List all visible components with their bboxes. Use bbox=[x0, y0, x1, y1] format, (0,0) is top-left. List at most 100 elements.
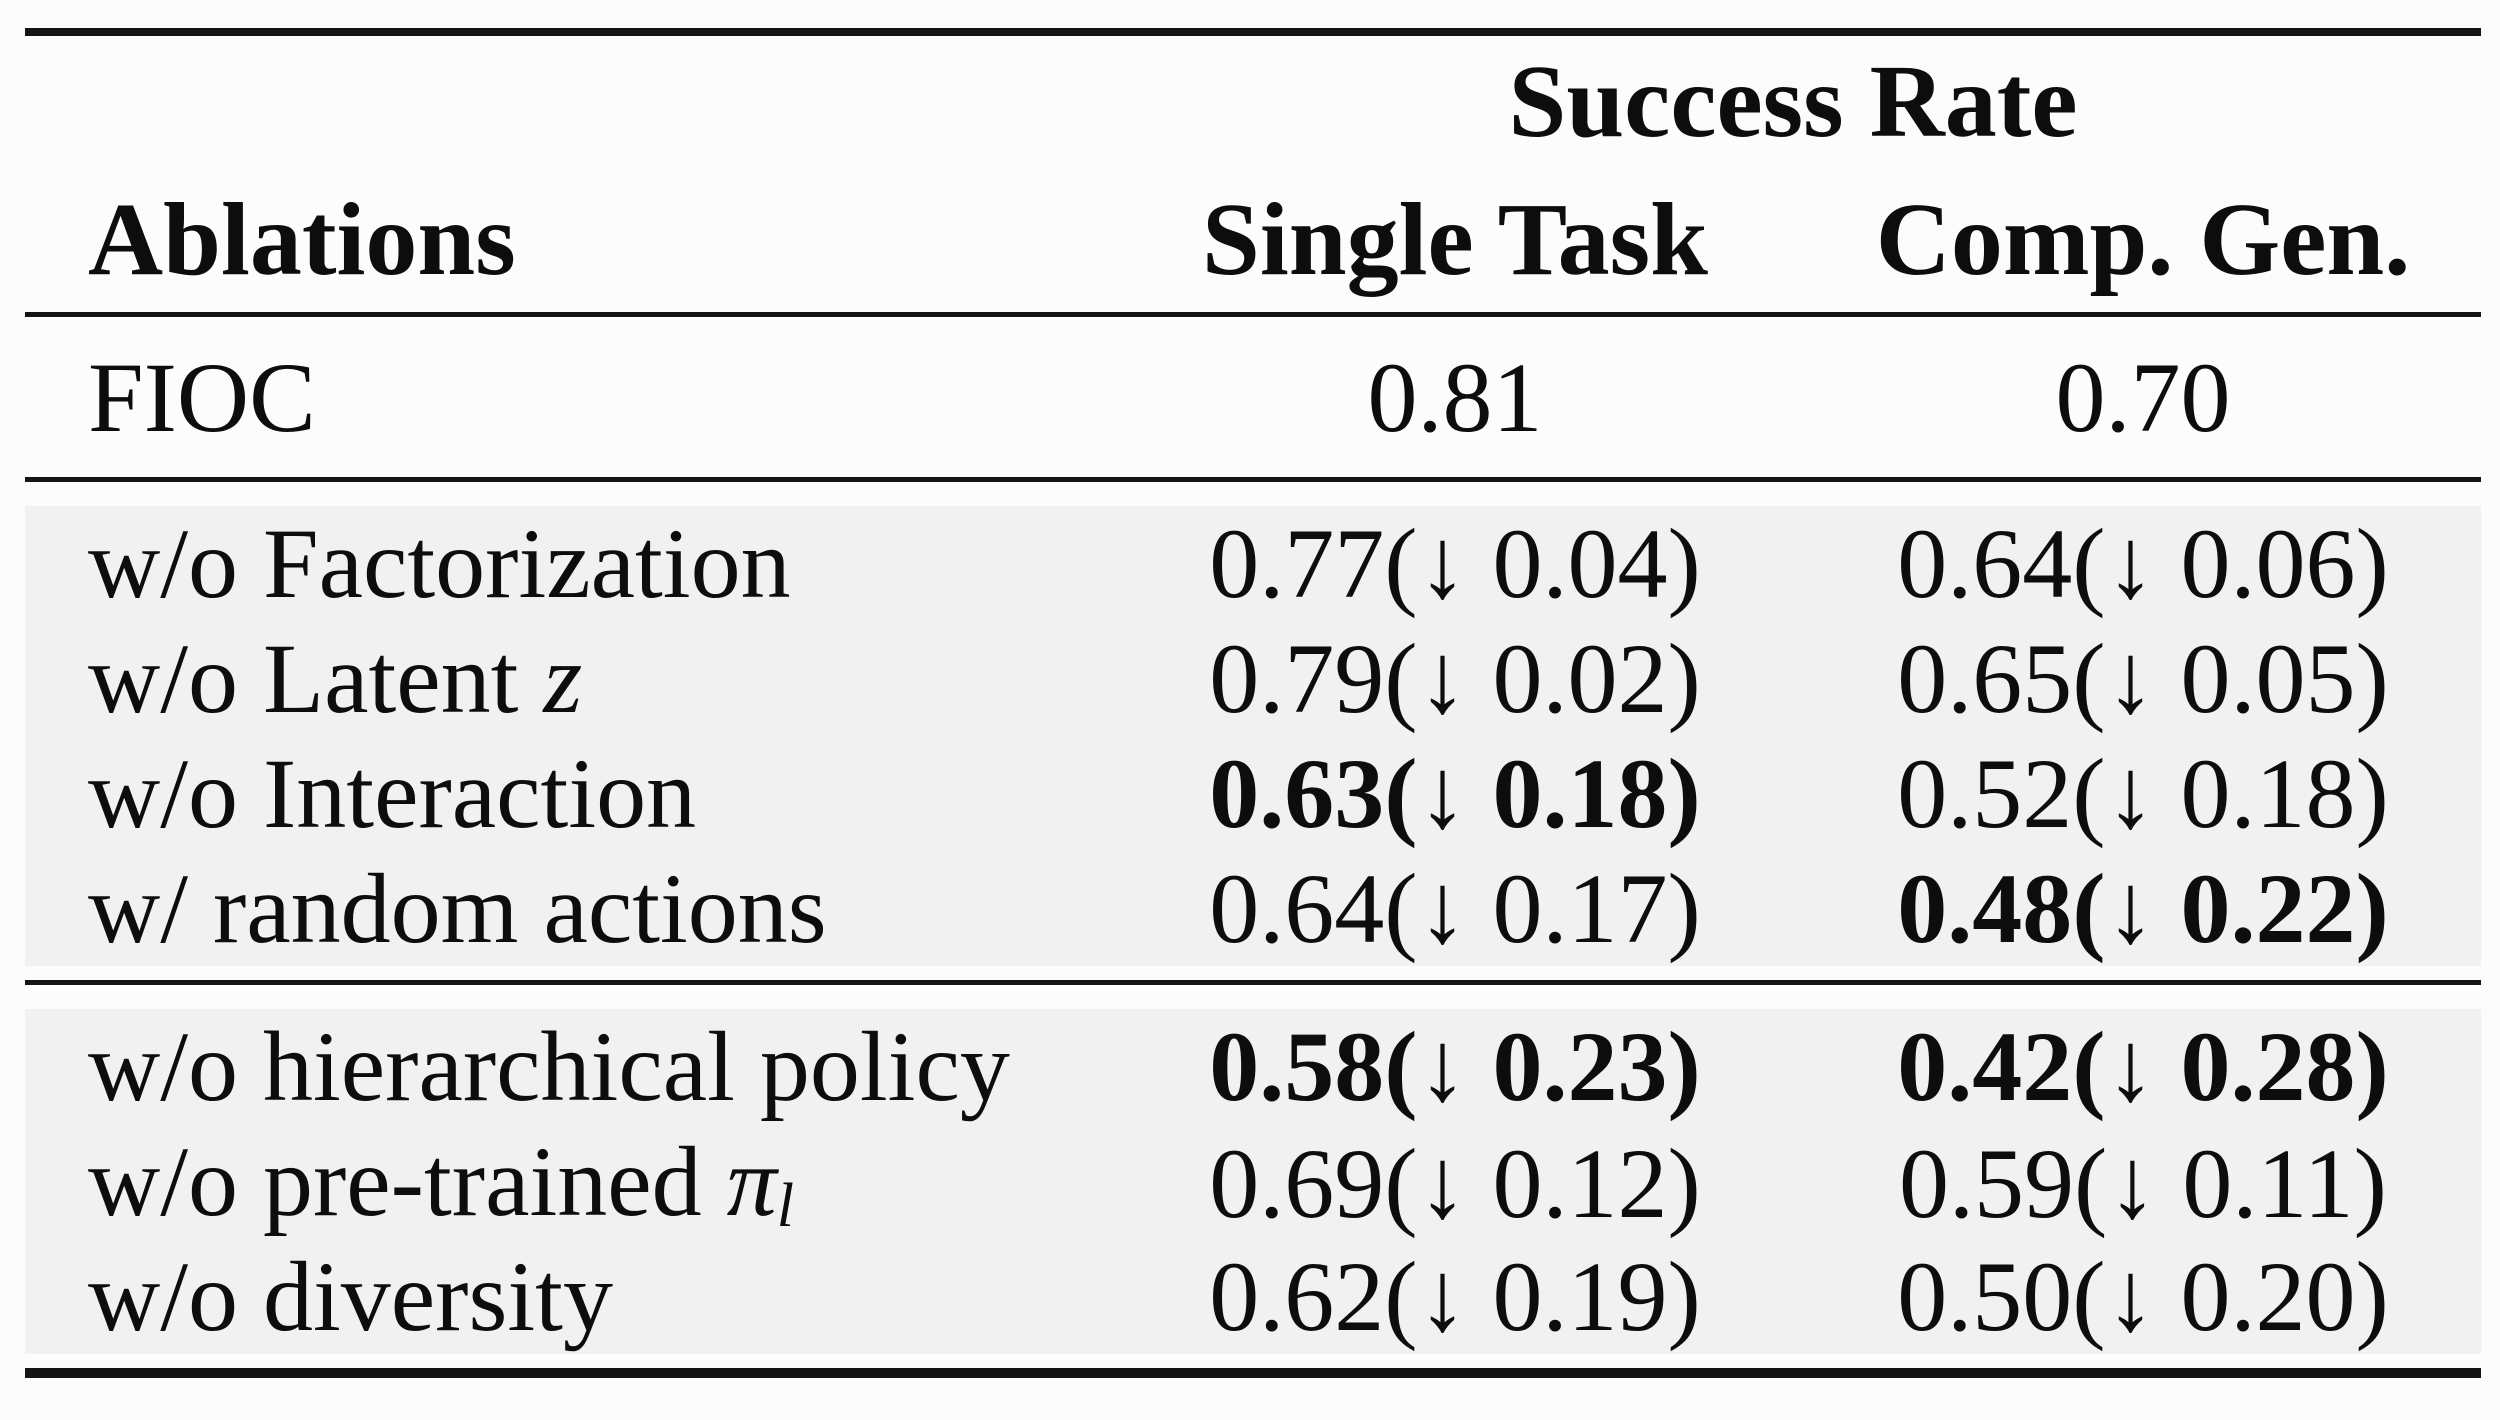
label-text: w/o Latent bbox=[88, 623, 544, 734]
table-header-row: Ablations Single Task Comp. Gen. bbox=[25, 166, 2481, 312]
success-rate-value: 0.52 bbox=[1897, 738, 2073, 849]
table-row: w/o Latent z 0.79(↓ 0.02) 0.65(↓ 0.05) bbox=[25, 621, 2481, 736]
down-arrow-icon: ↓ bbox=[2105, 508, 2156, 619]
success-rate-value: 0.50 bbox=[1897, 1241, 2073, 1352]
section-rule bbox=[25, 980, 2481, 985]
cell-single-task: 0.58(↓ 0.23) bbox=[1105, 1009, 1805, 1124]
delta-annotation: (↓ 0.12) bbox=[1384, 1127, 1701, 1239]
row-label: w/o hierarchical policy bbox=[25, 1009, 1105, 1124]
table-row: w/ random actions 0.64(↓ 0.17) 0.48(↓ 0.22… bbox=[25, 851, 2481, 966]
label-math-symbol: z bbox=[543, 623, 583, 734]
label-text: FIOC bbox=[88, 341, 316, 453]
delta-annotation: (↓ 0.04) bbox=[1384, 508, 1701, 619]
label-text: w/o Factorization bbox=[88, 508, 791, 619]
down-arrow-icon: ↓ bbox=[1417, 508, 1468, 619]
down-arrow-icon: ↓ bbox=[2105, 853, 2156, 964]
bottom-rule bbox=[25, 1368, 2481, 1378]
success-rate-value: 0.59 bbox=[1899, 1127, 2075, 1239]
cell-single-task: 0.64(↓ 0.17) bbox=[1105, 851, 1805, 966]
success-rate-value: 0.77 bbox=[1209, 508, 1385, 619]
table-row: w/o diversity 0.62(↓ 0.19) 0.50(↓ 0.20) bbox=[25, 1239, 2481, 1354]
delta-annotation: (↓ 0.23) bbox=[1384, 1011, 1701, 1122]
label-math-symbol: l bbox=[776, 1172, 794, 1241]
success-rate-value: 0.48 bbox=[1897, 853, 2073, 964]
column-header-comp-gen: Comp. Gen. bbox=[1875, 181, 2411, 297]
column-group-header-success-rate: Success Rate bbox=[1508, 43, 2078, 159]
table-row: w/o hierarchical policy 0.58(↓ 0.23) 0.42(… bbox=[25, 1009, 2481, 1124]
table-body: FIOC 0.81 0.70 w/o Factorization 0.77(↓ 0.04… bbox=[25, 317, 2481, 1354]
cell-comp-gen: 0.48(↓ 0.22) bbox=[1805, 851, 2481, 966]
table-header-span-row: Success Rate bbox=[25, 36, 2481, 166]
table-row: FIOC 0.81 0.70 bbox=[25, 317, 2481, 477]
success-rate-value: 0.64 bbox=[1897, 508, 2073, 619]
cell-comp-gen: 0.42(↓ 0.28) bbox=[1805, 1009, 2481, 1124]
cell-comp-gen: 0.52(↓ 0.18) bbox=[1805, 736, 2481, 851]
label-text: w/o Interaction bbox=[88, 738, 697, 849]
row-label: w/o pre-trained πl bbox=[25, 1124, 1105, 1242]
delta-annotation: (↓ 0.18) bbox=[1384, 738, 1701, 849]
delta-annotation: (↓ 0.05) bbox=[2072, 623, 2389, 734]
delta-annotation: (↓ 0.02) bbox=[1384, 623, 1701, 734]
header-rule bbox=[25, 312, 2481, 317]
success-rate-value: 0.69 bbox=[1209, 1127, 1385, 1239]
success-rate-value: 0.65 bbox=[1897, 623, 2073, 734]
cell-comp-gen: 0.50(↓ 0.20) bbox=[1805, 1239, 2481, 1354]
column-header-single-task: Single Task bbox=[1202, 181, 1708, 297]
delta-annotation: (↓ 0.19) bbox=[1384, 1241, 1701, 1352]
delta-annotation: (↓ 0.17) bbox=[1384, 853, 1701, 964]
success-rate-value: 0.81 bbox=[1367, 341, 1543, 453]
down-arrow-icon: ↓ bbox=[2105, 1011, 2156, 1122]
down-arrow-icon: ↓ bbox=[1417, 853, 1468, 964]
cell-single-task: 0.79(↓ 0.02) bbox=[1105, 621, 1805, 736]
label-text: w/o hierarchical policy bbox=[88, 1011, 1010, 1122]
down-arrow-icon: ↓ bbox=[2105, 738, 2156, 849]
cell-single-task: 0.77(↓ 0.04) bbox=[1105, 506, 1805, 621]
cell-comp-gen: 0.59(↓ 0.11) bbox=[1805, 1126, 2481, 1241]
delta-annotation: (↓ 0.06) bbox=[2072, 508, 2389, 619]
label-math-symbol: π bbox=[726, 1126, 777, 1237]
label-text: w/o diversity bbox=[88, 1241, 613, 1352]
row-label: w/o Interaction bbox=[25, 736, 1105, 851]
cell-comp-gen: 0.65(↓ 0.05) bbox=[1805, 621, 2481, 736]
delta-annotation: (↓ 0.20) bbox=[2072, 1241, 2389, 1352]
section-rule bbox=[25, 477, 2481, 482]
table-group-baseline: FIOC 0.81 0.70 bbox=[25, 317, 2481, 477]
delta-annotation: (↓ 0.22) bbox=[2072, 853, 2389, 964]
cell-comp-gen: 0.70 bbox=[1805, 340, 2481, 455]
down-arrow-icon: ↓ bbox=[2105, 623, 2156, 734]
row-label: w/o Factorization bbox=[25, 506, 1105, 621]
success-rate-value: 0.63 bbox=[1209, 738, 1385, 849]
label-text: w/o pre-trained bbox=[88, 1126, 727, 1237]
down-arrow-icon: ↓ bbox=[1417, 623, 1468, 734]
column-header-ablations: Ablations bbox=[88, 181, 516, 297]
top-rule bbox=[25, 28, 2481, 36]
success-rate-value: 0.42 bbox=[1897, 1011, 2073, 1122]
cell-single-task: 0.63(↓ 0.18) bbox=[1105, 736, 1805, 851]
row-label: w/o Latent z bbox=[25, 621, 1105, 736]
cell-single-task: 0.81 bbox=[1105, 340, 1805, 455]
table-row: w/o Interaction 0.63(↓ 0.18) 0.52(↓ 0.18) bbox=[25, 736, 2481, 851]
cell-comp-gen: 0.64(↓ 0.06) bbox=[1805, 506, 2481, 621]
success-rate-value: 0.62 bbox=[1209, 1241, 1385, 1352]
delta-annotation: (↓ 0.28) bbox=[2072, 1011, 2389, 1122]
row-label: w/o diversity bbox=[25, 1239, 1105, 1354]
ablation-results-table: Success Rate Ablations Single Task Comp.… bbox=[25, 28, 2481, 1378]
success-rate-value: 0.70 bbox=[2055, 341, 2231, 453]
success-rate-value: 0.79 bbox=[1209, 623, 1385, 734]
down-arrow-icon: ↓ bbox=[2107, 1127, 2158, 1239]
down-arrow-icon: ↓ bbox=[1417, 1127, 1468, 1239]
down-arrow-icon: ↓ bbox=[1417, 1011, 1468, 1122]
table-group-component-ablations: w/o Factorization 0.77(↓ 0.04) 0.64(↓ 0.06… bbox=[25, 506, 2481, 966]
success-rate-value: 0.64 bbox=[1209, 853, 1385, 964]
down-arrow-icon: ↓ bbox=[2105, 1241, 2156, 1352]
success-rate-value: 0.58 bbox=[1209, 1011, 1385, 1122]
table-row: w/o pre-trained πl 0.69(↓ 0.12) 0.59(↓ 0.1… bbox=[25, 1124, 2481, 1242]
delta-annotation: (↓ 0.18) bbox=[2072, 738, 2389, 849]
table-row: w/o Factorization 0.77(↓ 0.04) 0.64(↓ 0.06… bbox=[25, 506, 2481, 621]
down-arrow-icon: ↓ bbox=[1417, 1241, 1468, 1352]
row-label: w/ random actions bbox=[25, 851, 1105, 966]
label-text: w/ random actions bbox=[88, 853, 827, 964]
cell-single-task: 0.69(↓ 0.12) bbox=[1105, 1126, 1805, 1241]
delta-annotation: (↓ 0.11) bbox=[2074, 1127, 2387, 1239]
cell-single-task: 0.62(↓ 0.19) bbox=[1105, 1239, 1805, 1354]
